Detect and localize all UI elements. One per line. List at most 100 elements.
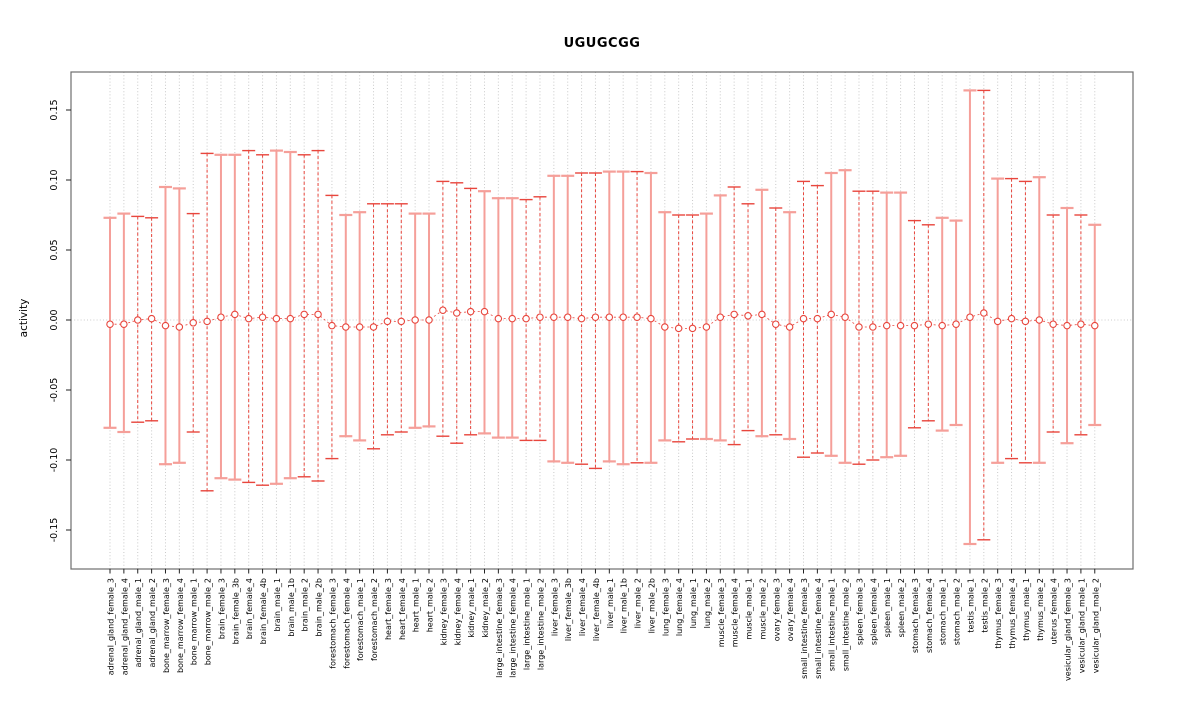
data-point — [896, 321, 905, 330]
x-axis-label: brain_male_1 — [273, 578, 282, 632]
x-axis-label: bone_marrow_female_4 — [176, 578, 185, 673]
x-axis-label: heart_male_2 — [426, 578, 435, 632]
x-axis-label: testis_male_1 — [966, 578, 975, 633]
x-axis-label: liver_female_4 — [578, 578, 587, 636]
x-axis-label: bone_marrow_male_1 — [190, 578, 199, 665]
data-point — [203, 317, 211, 326]
x-axis-label: bone_marrow_male_2 — [204, 578, 213, 665]
x-axis-label: liver_female_3b — [564, 578, 573, 641]
x-axis-label: lung_female_4 — [675, 578, 684, 636]
y-tick-label: 0.05 — [49, 239, 60, 260]
data-point — [452, 309, 461, 317]
x-axis-label: lung_male_2 — [703, 578, 712, 628]
x-axis-label: heart_female_4 — [398, 578, 407, 640]
x-axis-label: spleen_female_4 — [869, 578, 878, 645]
data-point — [425, 316, 433, 324]
data-point — [189, 319, 197, 327]
x-axis-label: stomach_female_4 — [925, 578, 934, 653]
data-point — [993, 317, 1002, 326]
data-point — [772, 320, 780, 328]
data-point — [536, 313, 544, 321]
x-axis-label: liver_male_1 — [606, 578, 615, 628]
data-point — [508, 314, 516, 323]
y-tick-label: 0.15 — [49, 99, 60, 120]
data-point — [522, 314, 530, 323]
x-axis-label: ovary_female_4 — [786, 578, 795, 641]
data-point — [799, 314, 808, 323]
x-axis-label: stomach_female_3 — [911, 578, 920, 653]
x-axis-label: kidney_female_4 — [453, 578, 462, 645]
data-point — [577, 314, 586, 323]
data-point — [1021, 317, 1030, 326]
x-axis-label: thymus_female_3 — [994, 578, 1003, 649]
data-point — [1007, 314, 1016, 323]
data-point — [1063, 321, 1071, 330]
x-axis-label: vesicular_gland_male_1 — [1077, 578, 1086, 673]
data-point — [744, 312, 752, 320]
data-point — [869, 323, 877, 331]
x-axis-label: liver_female_3 — [550, 578, 559, 636]
x-axis-label: lung_male_1 — [689, 578, 698, 628]
x-axis-label: small_intestine_female_4 — [814, 578, 823, 679]
data-point — [272, 314, 281, 323]
data-point — [661, 323, 669, 331]
data-point — [924, 320, 933, 328]
x-axis-label: brain_male_1b — [287, 578, 296, 637]
x-axis-label: spleen_male_2 — [897, 578, 906, 637]
data-point — [328, 321, 336, 330]
x-axis-label: heart_male_1 — [412, 578, 421, 632]
data-point — [716, 313, 725, 321]
data-point — [244, 314, 253, 323]
x-axis-label: testis_male_2 — [980, 578, 989, 633]
x-axis-label: bone_marrow_female_3 — [162, 578, 171, 673]
x-axis-label: brain_male_2b — [315, 578, 324, 637]
x-axis-label: adrenal_gland_female_4 — [120, 578, 129, 675]
data-point — [286, 314, 295, 323]
x-axis-label: liver_male_2b — [647, 578, 656, 633]
x-axis-label: large_intestine_female_3 — [495, 578, 504, 678]
data-point — [466, 307, 475, 316]
x-axis-label: forestomach_male_1 — [356, 578, 365, 661]
x-axis-label: brain_female_4b — [259, 578, 268, 644]
x-axis-label: forestomach_male_2 — [370, 578, 379, 661]
data-point — [550, 313, 558, 321]
data-point — [980, 309, 988, 317]
data-point — [397, 317, 406, 326]
y-tick-label: -0.15 — [49, 518, 60, 543]
x-axis-label: adrenal_gland_male_1 — [134, 578, 143, 668]
data-point — [758, 310, 766, 319]
data-point — [147, 314, 156, 323]
data-point — [591, 313, 600, 321]
data-point — [966, 313, 974, 321]
data-point — [841, 313, 849, 321]
data-point — [1077, 320, 1085, 328]
x-axis-label: spleen_male_1 — [883, 578, 892, 637]
data-point — [120, 320, 128, 328]
x-axis-label: muscle_male_1 — [745, 578, 754, 640]
data-point — [106, 320, 114, 328]
x-axis-label: small_intestine_male_1 — [828, 578, 837, 671]
data-point — [355, 323, 364, 331]
x-axis-label: thymus_female_4 — [1008, 578, 1017, 649]
data-point — [133, 316, 142, 324]
data-point — [563, 313, 572, 321]
data-point — [910, 321, 919, 330]
x-axis-label: large_intestine_male_2 — [536, 578, 545, 670]
data-point — [1091, 321, 1099, 330]
data-point — [161, 321, 170, 330]
data-point — [369, 323, 378, 331]
x-axis-label: small_intestine_female_3 — [800, 578, 809, 679]
chart-title: UGUGCGG — [563, 36, 641, 51]
x-axis-label: stomach_male_1 — [939, 578, 948, 645]
x-axis-label: lung_female_3 — [661, 578, 670, 636]
data-point — [702, 323, 711, 331]
data-point — [938, 321, 946, 330]
x-axis-label: brain_male_2 — [301, 578, 310, 632]
x-axis-label: brain_female_3 — [217, 578, 226, 639]
x-axis-label: muscle_female_4 — [731, 578, 740, 647]
data-point — [258, 313, 267, 321]
data-point — [411, 316, 419, 324]
x-axis-label: kidney_female_3 — [439, 578, 448, 645]
data-point — [813, 314, 822, 323]
